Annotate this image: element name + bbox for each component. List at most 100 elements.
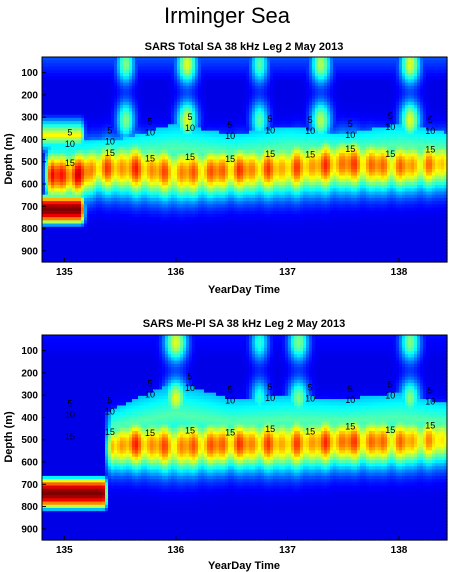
heatmap-cell <box>363 66 367 71</box>
heatmap-cell <box>165 66 169 71</box>
heatmap-cell <box>264 140 268 145</box>
heatmap-cell <box>237 146 241 151</box>
heatmap-cell <box>123 127 127 132</box>
heatmap-cell <box>141 111 145 116</box>
heatmap-cell <box>84 137 88 141</box>
heatmap-cell <box>243 130 247 135</box>
heatmap-cell <box>357 82 361 87</box>
heatmap-cell <box>102 63 106 68</box>
heatmap-cell <box>156 105 160 109</box>
heatmap-cell <box>318 105 322 109</box>
heatmap-cell <box>366 127 370 132</box>
heatmap-cell <box>222 133 226 138</box>
heatmap-cell <box>261 98 265 103</box>
heatmap-cell <box>177 95 181 100</box>
heatmap-cell <box>162 137 166 141</box>
heatmap-cell <box>177 98 181 103</box>
heatmap-cell <box>54 127 58 132</box>
heatmap-cell <box>339 95 343 100</box>
heatmap-cell <box>321 117 325 122</box>
heatmap-cell <box>177 63 181 68</box>
heatmap-cell <box>426 73 430 77</box>
heatmap-cell <box>276 60 280 64</box>
heatmap-cell <box>189 79 193 84</box>
heatmap-cell <box>159 101 163 106</box>
heatmap-cell <box>126 137 130 141</box>
heatmap-cell <box>333 117 337 122</box>
heatmap-cell <box>105 60 109 64</box>
heatmap-cell <box>198 143 202 148</box>
heatmap-cell <box>348 114 352 119</box>
heatmap-cell <box>189 146 193 151</box>
heatmap-cell <box>102 133 106 138</box>
heatmap-cell <box>93 82 97 87</box>
heatmap-cell <box>381 140 385 145</box>
heatmap-cell <box>333 105 337 109</box>
heatmap-cell <box>303 92 307 97</box>
heatmap-cell <box>153 92 157 97</box>
heatmap-cell <box>270 149 274 154</box>
heatmap-cell <box>369 101 373 106</box>
heatmap-cell <box>339 73 343 77</box>
heatmap-cell <box>306 146 310 151</box>
heatmap-cell <box>60 105 64 109</box>
heatmap-cell <box>108 95 112 100</box>
heatmap-cell <box>174 165 178 170</box>
heatmap-cell <box>111 114 115 119</box>
heatmap-cell <box>297 130 301 135</box>
heatmap-cell <box>93 146 97 151</box>
heatmap-cell <box>249 114 253 119</box>
heatmap-cell <box>147 63 151 68</box>
heatmap-cell <box>276 127 280 132</box>
heatmap-cell <box>345 143 349 148</box>
heatmap-cell <box>321 124 325 129</box>
heatmap-cell <box>96 57 100 61</box>
heatmap-cell <box>99 105 103 109</box>
heatmap-cell <box>324 149 328 154</box>
heatmap-cell <box>369 111 373 116</box>
heatmap-cell <box>69 82 73 87</box>
heatmap-cell <box>375 63 379 68</box>
heatmap-cell <box>228 124 232 129</box>
heatmap-cell <box>387 79 391 84</box>
heatmap-cell <box>63 130 67 135</box>
heatmap-cell <box>123 69 127 74</box>
heatmap-cell <box>180 111 184 116</box>
heatmap-cell <box>228 149 232 154</box>
heatmap-cell <box>279 63 283 68</box>
heatmap-cell <box>426 60 430 64</box>
heatmap-cell <box>96 162 100 167</box>
heatmap-cell <box>372 92 376 97</box>
heatmap-cell <box>183 124 187 129</box>
heatmap-cell <box>390 82 394 87</box>
heatmap-cell <box>291 95 295 100</box>
heatmap-cell <box>432 101 436 106</box>
heatmap-cell <box>402 133 406 138</box>
heatmap-cell <box>105 85 109 90</box>
heatmap-cell <box>222 101 226 106</box>
heatmap-cell <box>216 89 220 93</box>
heatmap-cell <box>204 79 208 84</box>
heatmap-cell <box>327 82 331 87</box>
heatmap-cell <box>414 159 418 164</box>
heatmap-cell <box>414 95 418 100</box>
heatmap-cell <box>117 66 121 71</box>
heatmap-cell <box>351 156 355 161</box>
heatmap-cell <box>282 63 286 68</box>
heatmap-cell <box>201 146 205 151</box>
heatmap-cell <box>303 149 307 154</box>
heatmap-cell <box>60 130 64 135</box>
heatmap-cell <box>171 159 175 164</box>
heatmap-cell <box>144 153 148 157</box>
heatmap-cell <box>72 117 76 122</box>
heatmap-cell <box>120 133 124 138</box>
heatmap-cell <box>57 121 61 125</box>
heatmap-cell <box>378 137 382 141</box>
heatmap-cell <box>282 153 286 157</box>
heatmap-cell <box>420 85 424 90</box>
heatmap-cell <box>303 162 307 167</box>
heatmap-cell <box>264 73 268 77</box>
heatmap-cell <box>204 60 208 64</box>
heatmap-cell <box>225 66 229 71</box>
heatmap-cell <box>336 105 340 109</box>
